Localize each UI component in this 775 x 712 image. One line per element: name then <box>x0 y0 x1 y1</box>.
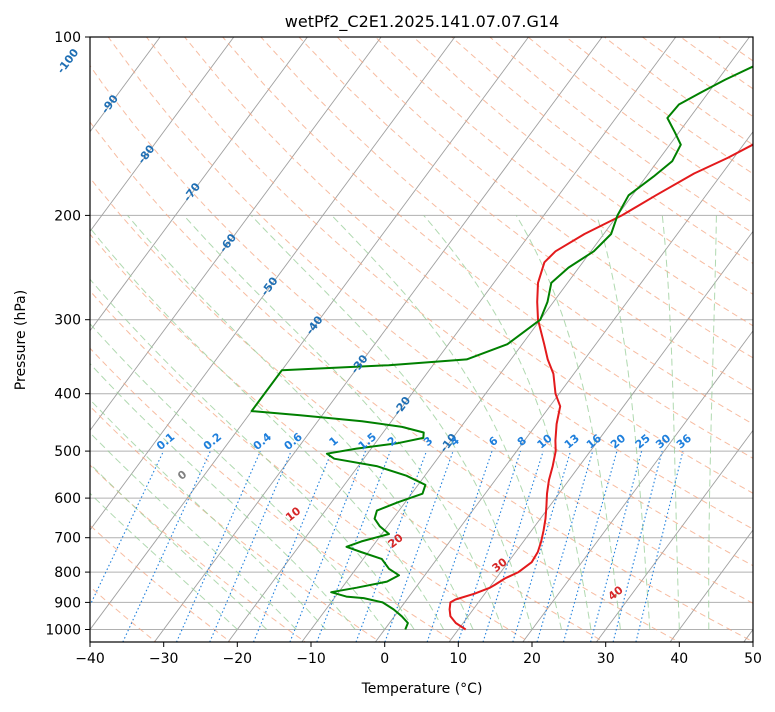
y-tick-label: 400 <box>54 387 81 403</box>
y-tick-label: 300 <box>54 313 81 329</box>
x-tick-label: 40 <box>670 651 688 667</box>
y-tick-label: 700 <box>54 531 81 547</box>
y-tick-label: 1000 <box>45 623 81 639</box>
y-tick-label: 100 <box>54 30 81 46</box>
x-tick-label: −10 <box>296 651 326 667</box>
y-tick-label: 200 <box>54 208 81 224</box>
x-tick-label: 10 <box>449 651 467 667</box>
x-tick-label: 30 <box>597 651 615 667</box>
x-tick-label: 0 <box>380 651 389 667</box>
x-axis-title: Temperature (°C) <box>361 681 483 697</box>
y-tick-label: 600 <box>54 491 81 507</box>
y-tick-label: 800 <box>54 565 81 581</box>
x-tick-label: −40 <box>75 651 105 667</box>
y-tick-label: 900 <box>54 595 81 611</box>
y-tick-label: 500 <box>54 444 81 460</box>
x-tick-label: 20 <box>523 651 541 667</box>
x-tick-label: 50 <box>744 651 762 667</box>
x-tick-label: −30 <box>149 651 179 667</box>
chart-title: wetPf2_C2E1.2025.141.07.07.G14 <box>285 12 559 32</box>
x-tick-label: −20 <box>223 651 253 667</box>
y-axis-title: Pressure (hPa) <box>13 290 29 390</box>
